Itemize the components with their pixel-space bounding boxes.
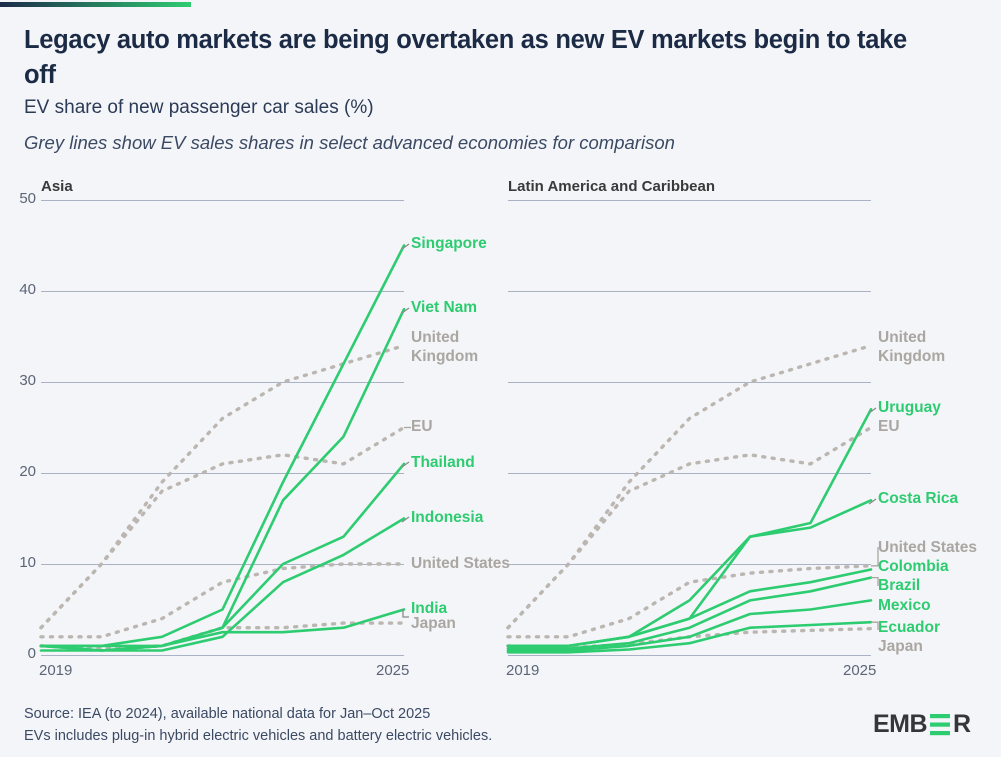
svg-text:R: R: [953, 712, 971, 738]
svg-text:EMB: EMB: [873, 712, 927, 738]
